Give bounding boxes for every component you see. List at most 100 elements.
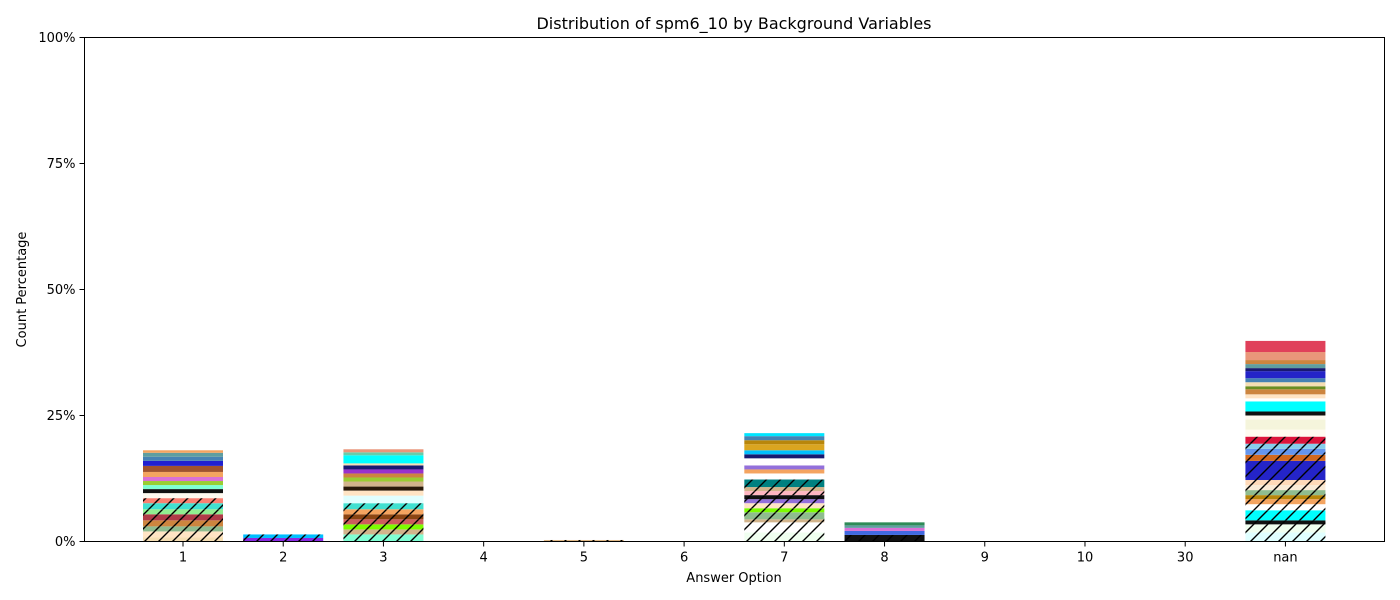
bar-segment [744, 450, 825, 455]
bar-segment [343, 452, 424, 456]
x-tick-label: nan [1273, 551, 1297, 566]
bar-segment [1245, 382, 1326, 387]
bar-segment [1245, 419, 1326, 430]
bar-segment-hatch [343, 509, 424, 515]
bar-segment [744, 454, 825, 459]
bar-segment-hatch [744, 499, 825, 504]
bar-segment-hatch [343, 529, 424, 535]
bar-segment-hatch [543, 539, 624, 542]
x-tick-label: 3 [379, 551, 387, 566]
x-tick-label: 5 [580, 551, 588, 566]
bar-segment-hatch [744, 487, 825, 492]
bar-segment-hatch [744, 519, 825, 523]
x-tick-label: 6 [680, 551, 688, 566]
bar-segment [143, 465, 223, 472]
bar-segment [1245, 415, 1326, 420]
chart-title: Distribution of spm6_10 by Background Va… [536, 14, 931, 34]
bar-segment-hatch [1245, 436, 1326, 444]
x-axis-title: Answer Option [686, 571, 781, 586]
bar-segment [343, 469, 424, 474]
bar-segment [1245, 401, 1326, 412]
x-tick-label: 8 [880, 551, 888, 566]
bar-segment-hatch [1245, 495, 1326, 500]
y-tick-label: 50% [47, 283, 76, 298]
bar-segment [1245, 378, 1326, 383]
bar-segment [343, 486, 424, 491]
bar-segment-hatch [143, 503, 223, 510]
bar-segment-hatch [1245, 490, 1326, 496]
bar-segment-hatch [343, 503, 424, 510]
bar-segment [343, 477, 424, 482]
bar-segment-hatch [1245, 485, 1326, 491]
bar-segment [1245, 394, 1326, 399]
bar-segment [343, 473, 424, 478]
bar-segment [1245, 371, 1326, 379]
bar-segment-hatch [744, 479, 825, 488]
bar-segment-hatch [143, 498, 223, 504]
y-axis-title: Count Percentage [15, 232, 30, 348]
bar-segment [143, 471, 223, 477]
bar-segment-hatch [1245, 454, 1326, 461]
bar-segment [143, 476, 223, 482]
bar-segment [744, 440, 825, 445]
bars-group [143, 340, 1326, 542]
bar-segment [744, 433, 825, 437]
bar-segment [1245, 360, 1326, 365]
y-axis: 0% 25% 50% 75% 100% [38, 31, 85, 550]
bar-segment [343, 465, 424, 470]
bar-segment [844, 530, 925, 535]
bar-segment [744, 444, 825, 451]
bar-segment-hatch [1245, 532, 1326, 542]
bar-segment [744, 436, 825, 441]
bar-segment-hatch [143, 537, 223, 542]
x-tick-label: 2 [279, 551, 287, 566]
bar-segment [143, 493, 223, 499]
x-tick-label: 7 [780, 551, 788, 566]
bar-segment [744, 458, 825, 466]
bar-segment [844, 522, 925, 526]
bar-segment-hatch [243, 537, 324, 542]
bar-segment-hatch [143, 531, 223, 538]
bar-segment [844, 527, 925, 531]
bar-segment-hatch [1245, 499, 1326, 505]
x-axis: 1 2 3 4 5 6 7 8 9 10 30 nan [179, 541, 1298, 566]
bar-segment [1245, 429, 1326, 437]
bar-segment-hatch [744, 491, 825, 496]
bar-segment [343, 449, 424, 453]
bar-segment-hatch [844, 534, 925, 542]
bar-segment [1245, 411, 1326, 416]
bar-segment [1245, 368, 1326, 372]
bar-segment [744, 473, 825, 480]
bar-segment-hatch [1245, 443, 1326, 449]
bar-segment-hatch [343, 514, 424, 520]
bar-segment-hatch [1245, 460, 1326, 481]
bar-segment [343, 455, 424, 464]
bar-segment [143, 489, 223, 494]
bar-segment [1245, 351, 1326, 361]
bar-segment [343, 495, 424, 504]
bar-segment-hatch [343, 524, 424, 530]
x-tick-label: 1 [179, 551, 187, 566]
bar-segment-hatch [1245, 520, 1326, 525]
bar-segment-hatch [1245, 504, 1326, 511]
bar-segment [143, 481, 223, 486]
bar-segment-hatch [143, 514, 223, 521]
bar-segment [143, 452, 223, 457]
y-tick-label: 25% [47, 409, 76, 424]
y-tick-label: 75% [47, 157, 76, 172]
bar-segment [1245, 340, 1326, 352]
bar-segment-hatch [143, 520, 223, 527]
bar-segment-hatch [343, 534, 424, 542]
x-tick-label: 30 [1177, 551, 1194, 566]
bar-segment-hatch [744, 503, 825, 509]
bar-segment-hatch [143, 509, 223, 515]
bar-segment-hatch [744, 512, 825, 520]
bar-segment-hatch [343, 519, 424, 525]
bar-segment [1245, 398, 1326, 402]
bar-segment [143, 456, 223, 461]
bar-segment-hatch [1245, 448, 1326, 455]
bar-segment [143, 460, 223, 466]
bar-segment [143, 450, 223, 453]
bar-segment [1245, 389, 1326, 395]
bar-segment [744, 465, 825, 470]
